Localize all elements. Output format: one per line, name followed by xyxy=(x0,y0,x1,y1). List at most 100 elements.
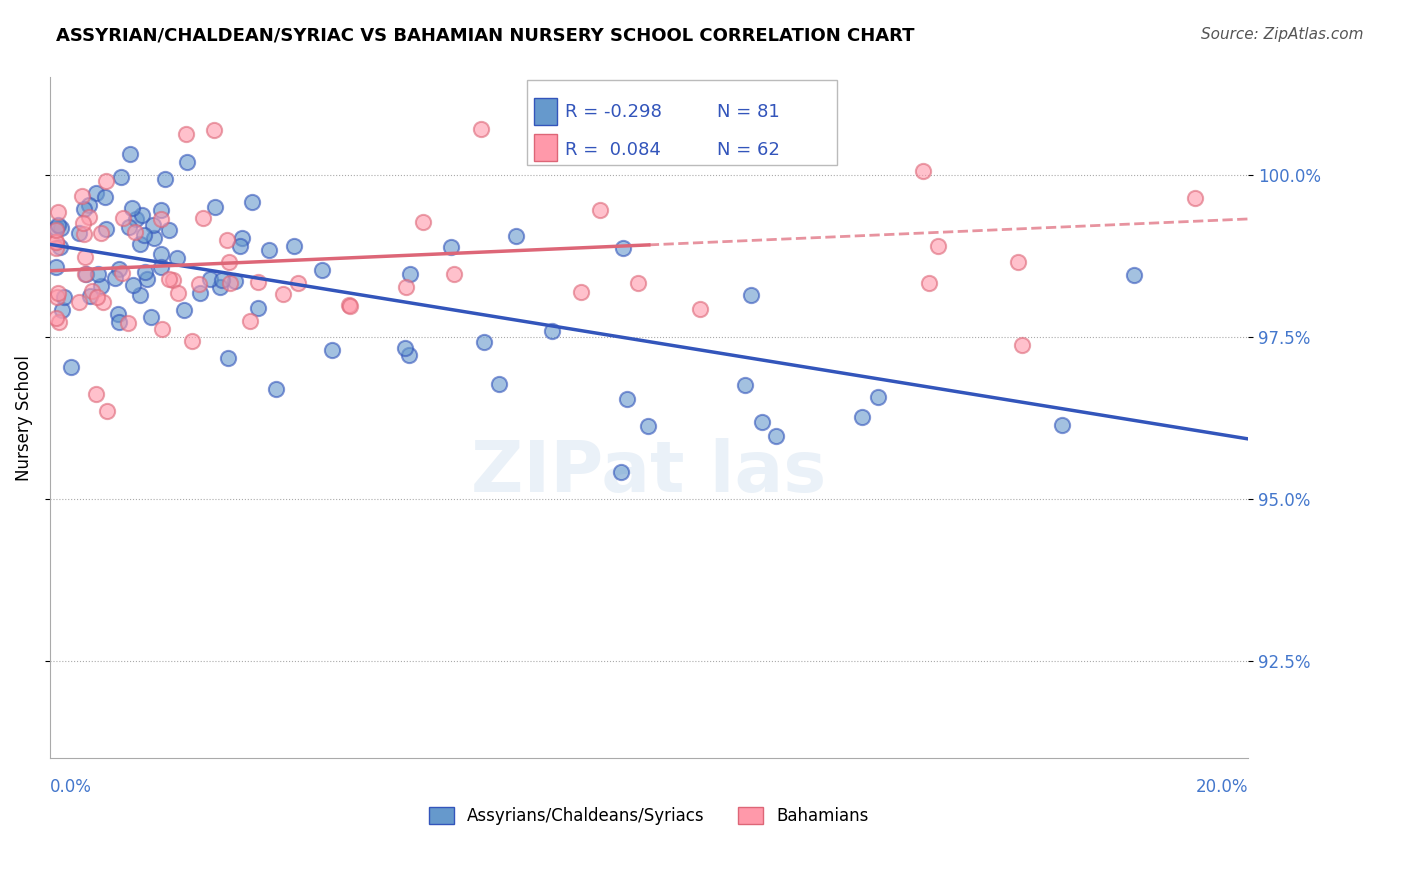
Point xyxy=(129,287,152,301)
Point xyxy=(695,143,717,157)
Point xyxy=(191,211,214,225)
Point xyxy=(75,267,97,281)
Point xyxy=(69,226,91,240)
Text: N = 62: N = 62 xyxy=(717,141,780,159)
Point xyxy=(45,241,67,255)
Point xyxy=(215,233,238,247)
Point xyxy=(142,231,165,245)
Point xyxy=(87,267,110,281)
Point xyxy=(211,272,233,286)
Point xyxy=(689,302,711,317)
Point xyxy=(734,378,756,392)
Point xyxy=(173,302,195,317)
Point xyxy=(472,334,495,349)
Legend: Assyrians/Chaldeans/Syriacs, Bahamians: Assyrians/Chaldeans/Syriacs, Bahamians xyxy=(422,800,876,831)
Point xyxy=(60,360,83,375)
Point xyxy=(45,235,67,250)
Text: 20.0%: 20.0% xyxy=(1195,778,1249,796)
Point xyxy=(90,226,112,240)
Point xyxy=(439,240,461,254)
Point xyxy=(157,222,180,236)
Point xyxy=(612,241,634,255)
Point xyxy=(107,307,129,321)
Point xyxy=(166,252,188,266)
Point xyxy=(231,231,253,245)
Point xyxy=(128,236,150,251)
Point xyxy=(271,286,294,301)
Point xyxy=(45,289,67,303)
Point xyxy=(48,315,70,329)
Point xyxy=(77,210,100,224)
Point xyxy=(150,322,173,336)
Point xyxy=(73,202,96,216)
Point xyxy=(111,266,134,280)
Point xyxy=(73,227,96,241)
Point xyxy=(337,298,360,312)
Point xyxy=(112,211,135,226)
Point xyxy=(218,255,240,269)
Point xyxy=(86,186,108,200)
Point xyxy=(79,289,101,303)
Point xyxy=(395,279,418,293)
Point xyxy=(283,239,305,253)
Point xyxy=(765,429,787,443)
Point xyxy=(142,218,165,232)
Point xyxy=(868,390,890,404)
Point xyxy=(125,211,148,226)
Point xyxy=(94,190,117,204)
Point xyxy=(166,286,188,301)
Point xyxy=(1123,268,1146,282)
Point xyxy=(122,277,145,292)
Point xyxy=(443,267,465,281)
Text: 0.0%: 0.0% xyxy=(49,778,91,796)
Point xyxy=(131,208,153,222)
Point xyxy=(135,272,157,286)
Point xyxy=(67,294,90,309)
Point xyxy=(72,216,94,230)
Point xyxy=(139,310,162,324)
Point xyxy=(45,223,67,237)
Point xyxy=(927,239,949,253)
Point xyxy=(912,164,935,178)
Point xyxy=(617,120,640,135)
Point xyxy=(229,238,252,252)
Point xyxy=(198,272,221,286)
Point xyxy=(157,272,180,286)
Point xyxy=(470,121,492,136)
Point xyxy=(851,409,873,424)
Point xyxy=(45,311,67,326)
Point xyxy=(51,303,73,318)
Point xyxy=(46,219,69,233)
Point xyxy=(740,287,762,301)
Point xyxy=(86,290,108,304)
Point xyxy=(94,174,117,188)
Point xyxy=(637,419,659,434)
Point xyxy=(257,243,280,257)
Point xyxy=(108,315,131,329)
Point xyxy=(610,465,633,479)
Point xyxy=(124,225,146,239)
Point xyxy=(84,387,107,401)
Point xyxy=(208,279,231,293)
Point xyxy=(181,334,204,348)
Text: Source: ZipAtlas.com: Source: ZipAtlas.com xyxy=(1201,27,1364,42)
Point xyxy=(239,314,262,328)
Point xyxy=(569,285,592,299)
Point xyxy=(1011,338,1033,352)
Point xyxy=(104,270,127,285)
Point xyxy=(70,189,93,203)
Point xyxy=(45,260,67,274)
Point xyxy=(110,169,132,184)
Point xyxy=(117,316,139,330)
Text: R =  0.084: R = 0.084 xyxy=(565,141,661,159)
Point xyxy=(73,250,96,264)
Point xyxy=(49,221,72,235)
Point xyxy=(90,279,112,293)
Point xyxy=(155,172,177,186)
Point xyxy=(121,201,143,215)
Point xyxy=(94,222,117,236)
Point xyxy=(82,285,104,299)
Point xyxy=(108,262,131,277)
Point xyxy=(266,382,288,396)
Point xyxy=(751,416,773,430)
